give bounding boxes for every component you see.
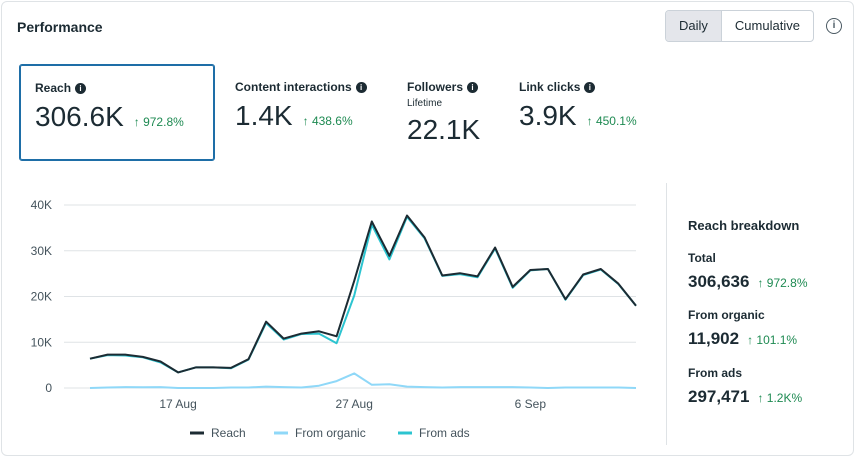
page-title: Performance [17,19,103,35]
metric-label-text: Reach [35,81,72,95]
breakdown-total-label: Total [688,251,716,265]
breakdown-change: ↑ 972.8% [757,276,808,290]
breakdown-value-text: 297,471 [688,387,750,406]
metric-change: ↑ 450.1% [586,114,637,128]
metric-value-text: 1.4K [235,100,293,131]
metric-reach-value: 306.6K ↑ 972.8% [35,101,184,133]
cumulative-button[interactable]: Cumulative [734,18,800,33]
series-line-reach [89,214,637,374]
breakdown-organic-value: 11,902 ↑ 101.1% [688,329,797,349]
y-tick-label: 20K [31,290,52,304]
series-line-from-ads [89,215,637,374]
metric-value-text: 3.9K [519,100,577,131]
y-tick-label: 30K [31,244,52,258]
metric-content-interactions[interactable]: Content interactions i 1.4K ↑ 438.6% [220,64,380,161]
breakdown-organic-label: From organic [688,308,765,322]
metric-content-value: 1.4K ↑ 438.6% [235,100,353,132]
y-tick-label: 10K [31,335,52,349]
metric-reach[interactable]: Reach i 306.6K ↑ 972.8% [19,64,215,161]
info-icon[interactable]: i [355,81,367,93]
breakdown-total-value: 306,636 ↑ 972.8% [688,272,808,292]
y-tick-label: 0 [45,381,52,395]
daily-button[interactable]: Daily [666,11,722,41]
metric-reach-label: Reach i [35,81,87,95]
breakdown-ads-label: From ads [688,366,743,380]
metric-label-text: Content interactions [235,80,352,94]
metric-link-clicks[interactable]: Link clicks i 3.9K ↑ 450.1% [504,64,664,161]
y-tick-label: 40K [31,198,52,212]
metric-followers[interactable]: Followers i Lifetime 22.1K [392,64,502,161]
view-toggle: Daily Cumulative [665,10,814,42]
breakdown-change: ↑ 101.1% [747,333,798,347]
metric-change: ↑ 972.8% [133,115,184,129]
info-icon[interactable]: i [826,18,842,34]
legend-label: Reach [211,426,246,440]
breakdown-value-text: 306,636 [688,272,750,291]
legend-label: From organic [295,426,366,440]
x-tick-label: 6 Sep [515,397,547,411]
metric-link-value: 3.9K ↑ 450.1% [519,100,637,132]
x-tick-label: 17 Aug [159,397,196,411]
metric-content-label: Content interactions i [235,80,367,94]
breakdown-value-text: 11,902 [688,329,740,348]
breakdown-change: ↑ 1.2K% [757,391,803,405]
metric-followers-label: Followers i [407,80,479,94]
metric-change: ↑ 438.6% [302,114,353,128]
legend-label: From ads [419,426,470,440]
info-icon[interactable]: i [584,81,596,93]
info-icon[interactable]: i [467,81,479,93]
breakdown-ads-value: 297,471 ↑ 1.2K% [688,387,802,407]
metric-followers-value: 22.1K [407,114,481,145]
reach-line-chart: 0 10K 20K 30K 40K 17 Aug 27 Aug 6 Sep Reach From … [31,198,637,440]
series-line-from-organic [89,372,637,389]
breakdown-divider [666,183,667,445]
metric-followers-sublabel: Lifetime [407,98,443,109]
metric-label-text: Followers [407,80,464,94]
x-tick-label: 27 Aug [336,397,373,411]
metric-label-text: Link clicks [519,80,581,94]
info-icon[interactable]: i [75,82,87,94]
breakdown-title: Reach breakdown [688,218,800,233]
metric-link-label: Link clicks i [519,80,596,94]
metric-value-text: 306.6K [35,101,124,132]
